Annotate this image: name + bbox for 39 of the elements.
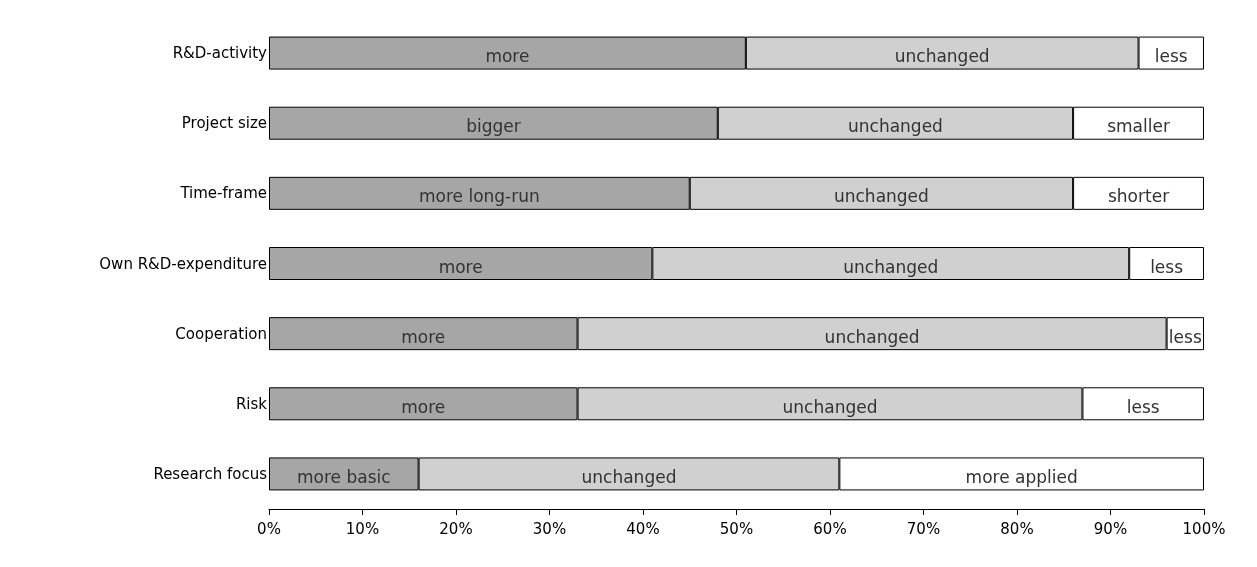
x-tick-label: 30%: [532, 519, 567, 538]
x-tick-label: 70%: [906, 519, 941, 538]
x-tick-label: 80%: [1000, 519, 1034, 538]
y-tick-label: Cooperation: [175, 324, 267, 343]
y-tick-label: Research focus: [153, 464, 268, 483]
data-label: more: [401, 326, 446, 347]
data-label: less: [1150, 256, 1184, 277]
y-tick-label: Project size: [181, 114, 267, 133]
x-tick-label: 0%: [257, 519, 281, 538]
data-label: unchanged: [843, 256, 939, 277]
data-label: unchanged: [894, 46, 990, 67]
data-label: more long-run: [418, 186, 540, 207]
y-tick-label: R&D-activity: [172, 44, 268, 63]
x-tick-label: 10%: [345, 519, 380, 538]
x-tick-label: 100%: [1182, 519, 1226, 538]
data-label: less: [1168, 326, 1202, 347]
x-tick-label: 90%: [1093, 519, 1128, 538]
y-tick-label: Time-frame: [179, 184, 267, 203]
x-tick-label: 40%: [626, 519, 660, 538]
x-tick-label: 50%: [719, 519, 754, 538]
x-tick-label: 60%: [813, 519, 847, 538]
data-label: less: [1126, 396, 1160, 417]
data-label: bigger: [466, 116, 521, 137]
y-tick-label: Risk: [235, 394, 268, 413]
data-label: smaller: [1107, 116, 1170, 137]
data-label: unchanged: [833, 186, 929, 207]
y-tick-label: Own R&D-expenditure: [99, 254, 267, 273]
data-label: more: [485, 46, 530, 67]
data-label: shorter: [1107, 186, 1170, 207]
data-label: more: [401, 396, 446, 417]
data-label: unchanged: [824, 326, 920, 347]
data-label: less: [1154, 46, 1188, 67]
data-label: unchanged: [782, 396, 878, 417]
data-label: more basic: [297, 466, 391, 487]
data-label: unchanged: [581, 466, 677, 487]
data-label: unchanged: [848, 116, 943, 137]
data-label: more: [438, 256, 483, 277]
data-label: more applied: [965, 466, 1078, 487]
x-tick-label: 20%: [439, 519, 473, 538]
